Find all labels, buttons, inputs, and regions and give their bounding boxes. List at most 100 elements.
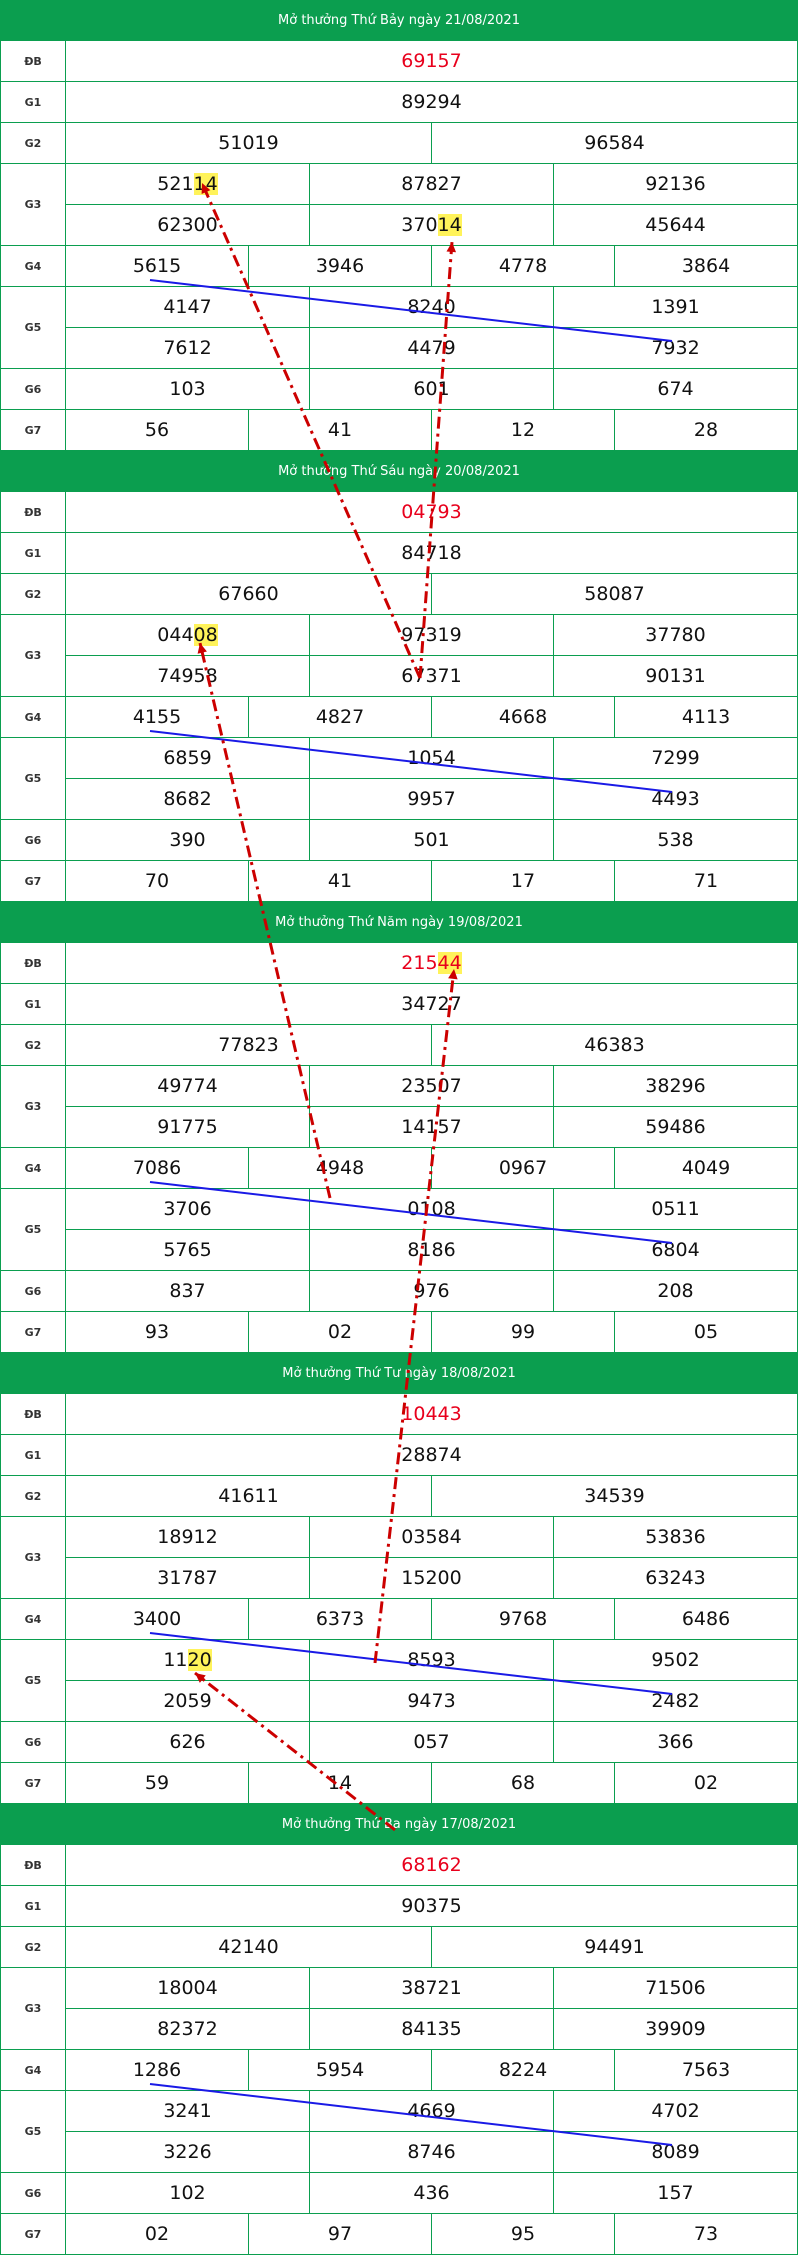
number-text: 28874 — [401, 1444, 462, 1466]
number-text: 8746 — [407, 2141, 456, 2163]
number-cell: 96584 — [432, 123, 798, 164]
number-text: 28 — [693, 419, 719, 441]
number-text: 8682 — [163, 788, 212, 810]
prize-label: G4 — [0, 1599, 66, 1640]
number-text: 7612 — [163, 337, 212, 359]
number-cell: 18004 — [66, 1968, 310, 2009]
number-cell: 5615 — [66, 246, 249, 287]
prize-row: G2 41611 34539 — [0, 1476, 798, 1517]
number-text: 71506 — [645, 1977, 706, 1999]
number-text: 4669 — [407, 2100, 456, 2122]
number-text: 8240 — [407, 296, 456, 318]
number-text: 41 — [327, 870, 353, 892]
number-cell: 12 — [432, 410, 615, 451]
number-cell: 68 — [432, 1763, 615, 1804]
number-text: 8224 — [498, 2059, 548, 2081]
number-text: 6486 — [681, 1608, 731, 1630]
number-text: 626 — [169, 1731, 206, 1753]
number-text: 5954 — [315, 2059, 365, 2081]
prize-row: G7 02 97 95 73 — [0, 2214, 798, 2255]
draw-title: Mở thưởng Thứ Ba ngày 17/08/2021 — [0, 1804, 798, 1845]
number-text: 8593 — [407, 1649, 456, 1671]
number-text: 58087 — [584, 583, 645, 605]
number-text: 0511 — [651, 1198, 700, 1220]
number-text: 0967 — [498, 1157, 548, 1179]
number-cell: 97 — [249, 2214, 432, 2255]
highlighted-digits: 14 — [437, 214, 462, 236]
number-cell: 1286 — [66, 2050, 249, 2091]
prize-label: ĐB — [0, 1845, 66, 1886]
number-text: 501 — [413, 829, 450, 851]
number-text: 41611 — [218, 1485, 279, 1507]
number-cell: 53836 — [554, 1517, 798, 1558]
number-text: 370 — [401, 214, 438, 236]
number-text: 42140 — [218, 1936, 279, 1958]
number-cell: 28 — [615, 410, 798, 451]
number-text: 4147 — [163, 296, 212, 318]
prize-row: G4 1286 5954 8224 7563 — [0, 2050, 798, 2091]
prize-label: G1 — [0, 1435, 66, 1476]
number-text: 73 — [693, 2223, 719, 2245]
number-cell: 9473 — [310, 1681, 554, 1722]
number-text: 92136 — [645, 173, 706, 195]
number-text: 3226 — [163, 2141, 212, 2163]
number-text: 4702 — [651, 2100, 700, 2122]
prize-label: G6 — [0, 820, 66, 861]
prize-label: G5 — [0, 287, 66, 369]
number-text: 7299 — [651, 747, 700, 769]
number-text: 17 — [510, 870, 536, 892]
prize-label: ĐB — [0, 41, 66, 82]
number-cell: 8682 — [66, 779, 310, 820]
number-text: 39909 — [645, 2018, 706, 2040]
number-text: 53836 — [645, 1526, 706, 1548]
number-text: 41 — [327, 419, 353, 441]
highlighted-digits: 08 — [193, 624, 218, 646]
number-text: 157 — [657, 2182, 694, 2204]
number-text: 4049 — [681, 1157, 731, 1179]
number-cell: 63243 — [554, 1558, 798, 1599]
number-cell: 2482 — [554, 1681, 798, 1722]
number-cell: 6804 — [554, 1230, 798, 1271]
number-cell: 58087 — [432, 574, 798, 615]
number-cell: 84718 — [66, 533, 798, 574]
number-cell: 70 — [66, 861, 249, 902]
number-cell: 37014 — [310, 205, 554, 246]
number-cell: 4778 — [432, 246, 615, 287]
prize-row: G1 90375 — [0, 1886, 798, 1927]
prize-label: G3 — [0, 164, 66, 246]
prize-label: G6 — [0, 1271, 66, 1312]
number-cell: 8593 — [310, 1640, 554, 1681]
number-cell: 9957 — [310, 779, 554, 820]
number-text: 67371 — [401, 665, 462, 687]
number-cell: 3706 — [66, 1189, 310, 1230]
number-cell: 0511 — [554, 1189, 798, 1230]
number-cell: 6486 — [615, 1599, 798, 1640]
prize-label: G7 — [0, 1312, 66, 1353]
number-text: 9502 — [651, 1649, 700, 1671]
prize-label: G4 — [0, 246, 66, 287]
number-text: 1286 — [132, 2059, 182, 2081]
number-cell: 976 — [310, 1271, 554, 1312]
number-text: 3864 — [681, 255, 731, 277]
number-cell: 674 — [554, 369, 798, 410]
number-cell: 10443 — [66, 1394, 798, 1435]
number-cell: 1120 — [66, 1640, 310, 1681]
number-cell: 103 — [66, 369, 310, 410]
number-cell: 8186 — [310, 1230, 554, 1271]
number-text: 97319 — [401, 624, 462, 646]
prize-label: G1 — [0, 82, 66, 123]
number-text: 12 — [510, 419, 536, 441]
number-cell: 4155 — [66, 697, 249, 738]
prize-label: G3 — [0, 1968, 66, 2050]
number-cell: 02 — [615, 1763, 798, 1804]
number-value: 37014 — [401, 214, 462, 236]
number-cell: 102 — [66, 2173, 310, 2214]
number-text: 18912 — [157, 1526, 218, 1548]
number-text: 9473 — [407, 1690, 456, 1712]
number-text: 601 — [413, 378, 450, 400]
number-text: 215 — [401, 952, 438, 974]
prize-row: G1 28874 — [0, 1435, 798, 1476]
number-cell: 23507 — [310, 1066, 554, 1107]
number-text: 62300 — [157, 214, 218, 236]
prize-label: G5 — [0, 738, 66, 820]
